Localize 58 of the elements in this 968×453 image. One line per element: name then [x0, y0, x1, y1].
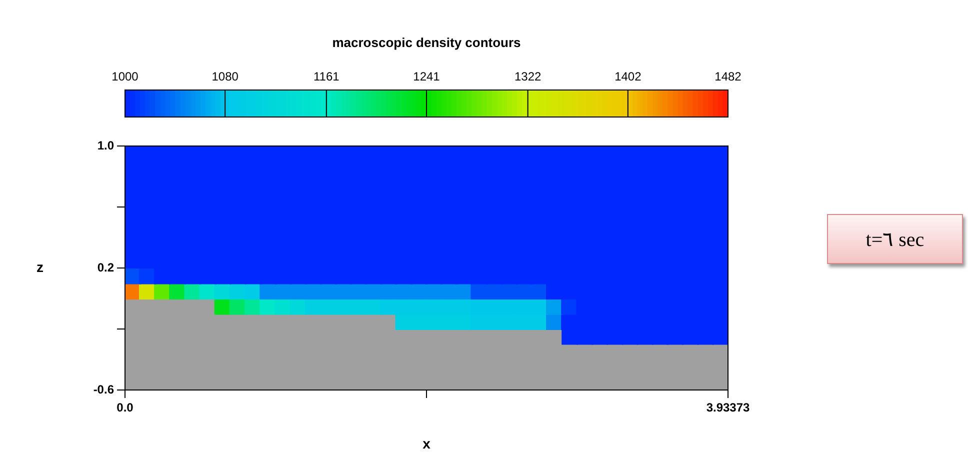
point [426, 146, 442, 162]
point [712, 206, 728, 223]
color-bar-label: 1482 [714, 69, 742, 84]
point [606, 146, 624, 162]
point [320, 146, 337, 162]
x-axis-title: x [422, 435, 431, 452]
point [636, 146, 654, 162]
color-bar-label: 1000 [112, 69, 139, 84]
x-tick-label: 3.93373 [706, 400, 750, 415]
point [531, 146, 548, 162]
point [471, 146, 488, 162]
point [667, 146, 684, 162]
point [562, 146, 578, 162]
point [501, 146, 518, 162]
y-tick-label: 0.2 [97, 260, 114, 274]
point [516, 146, 533, 162]
point [305, 146, 322, 162]
point [200, 146, 216, 162]
x-tick-label: 0.0 [116, 400, 134, 415]
point [290, 146, 307, 162]
color-bar-label: 1161 [314, 69, 340, 84]
point [546, 146, 563, 162]
point [139, 146, 156, 162]
y-tick-label: -0.6 [93, 382, 114, 396]
point [380, 146, 397, 162]
point [366, 146, 382, 162]
color-bar-label: 1402 [614, 69, 642, 84]
point [652, 146, 668, 162]
color-bar-label: 1241 [413, 69, 440, 84]
point [712, 236, 728, 254]
color-bar-label: 1322 [514, 69, 542, 84]
text: t=٦ sec [827, 214, 963, 264]
point [184, 146, 201, 162]
point [576, 146, 593, 162]
color-bar-label: 1080 [212, 69, 239, 84]
point [712, 176, 728, 192]
point [335, 146, 352, 162]
point [486, 146, 502, 162]
point [410, 146, 428, 162]
y-axis-title: z [36, 258, 44, 275]
point [275, 146, 292, 162]
point [456, 146, 472, 162]
y-tick-label: 1.0 [97, 138, 114, 152]
point [622, 146, 638, 162]
point [396, 146, 412, 162]
point [260, 146, 276, 162]
point [682, 146, 698, 162]
point [230, 146, 246, 162]
chart-title: macroscopic density contours [332, 35, 521, 50]
point [154, 146, 171, 162]
point [214, 146, 232, 162]
point [245, 146, 262, 162]
point [350, 146, 367, 162]
point [592, 146, 608, 162]
point [697, 146, 714, 162]
point [440, 146, 458, 162]
point [712, 146, 728, 162]
point [170, 146, 186, 162]
